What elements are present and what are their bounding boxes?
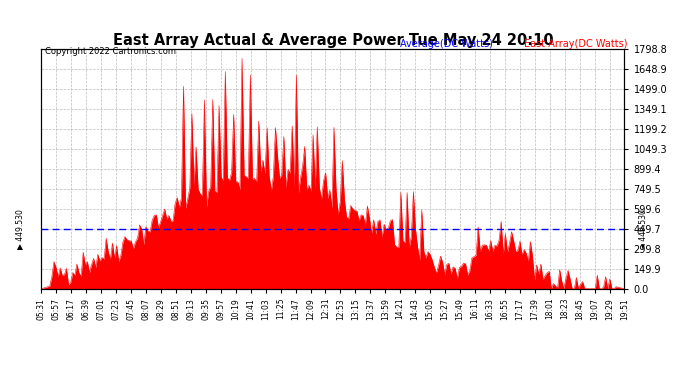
Text: ▶ 449.530: ▶ 449.530 — [15, 209, 24, 249]
Text: Copyright 2022 Cartronics.com: Copyright 2022 Cartronics.com — [45, 47, 176, 56]
Text: ◄ 449.530: ◄ 449.530 — [639, 209, 648, 249]
Title: East Array Actual & Average Power Tue May 24 20:10: East Array Actual & Average Power Tue Ma… — [112, 33, 553, 48]
Text: East Array(DC Watts): East Array(DC Watts) — [524, 39, 628, 50]
Text: Average(DC Watts): Average(DC Watts) — [400, 39, 493, 50]
